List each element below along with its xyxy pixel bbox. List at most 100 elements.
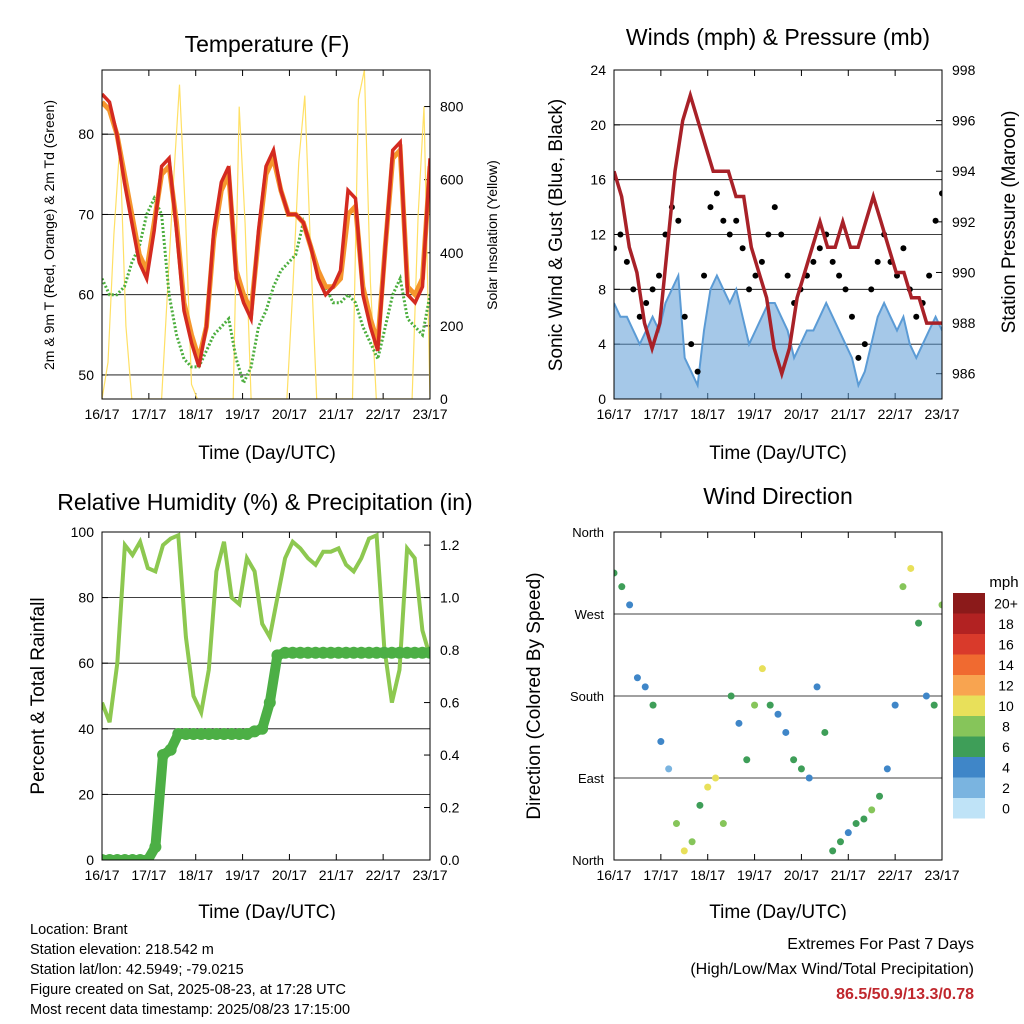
winddir-xtick-label: 21/17 bbox=[831, 867, 866, 883]
gust-point bbox=[932, 217, 939, 224]
temp-xtick-label: 20/17 bbox=[272, 406, 307, 422]
rh-ytick-label: 100 bbox=[71, 524, 95, 540]
winddir-ytick-label: East bbox=[578, 771, 604, 786]
winddir-xtick-label: 23/17 bbox=[924, 867, 959, 883]
rh-ylabel: Percent & Total Rainfall bbox=[28, 597, 49, 794]
rh-xtick-label: 18/17 bbox=[178, 867, 213, 883]
gust-point bbox=[636, 313, 643, 320]
gust-point bbox=[926, 272, 933, 279]
direction-point bbox=[712, 774, 720, 782]
rh-xtick-label: 19/17 bbox=[225, 867, 260, 883]
rh-ytick-label: 60 bbox=[78, 655, 94, 671]
precip-point bbox=[149, 840, 162, 853]
precip-point bbox=[263, 696, 276, 709]
wind-title: Winds (mph) & Pressure (mb) bbox=[626, 24, 930, 50]
extremes-subtitle: (High/Low/Max Wind/Total Precipitation) bbox=[690, 961, 974, 978]
temp-y2tick-label: 200 bbox=[440, 318, 464, 334]
gust-point bbox=[726, 231, 733, 238]
wind-xtick-label: 22/17 bbox=[878, 406, 913, 422]
rh-y2tick-label: 0.0 bbox=[440, 852, 460, 868]
gust-point bbox=[681, 313, 688, 320]
gust-point bbox=[784, 272, 791, 279]
extremes-values: 86.5/50.9/13.3/0.78 bbox=[836, 986, 974, 1003]
direction-point bbox=[836, 838, 844, 846]
gust-point bbox=[656, 272, 663, 279]
wind-y2tick-label: 992 bbox=[952, 214, 976, 230]
legend-title: mph bbox=[989, 574, 1018, 591]
wind-xtick-label: 18/17 bbox=[690, 406, 725, 422]
gust-point bbox=[713, 190, 720, 197]
gust-point bbox=[913, 313, 920, 320]
gust-point bbox=[939, 190, 942, 197]
direction-point bbox=[649, 701, 657, 709]
wind-xtick-label: 20/17 bbox=[784, 406, 819, 422]
winddir-xtick-label: 19/17 bbox=[737, 867, 772, 883]
direction-point bbox=[915, 619, 923, 627]
winddir-xtick-label: 18/17 bbox=[690, 867, 725, 883]
legend-label: 20+ bbox=[994, 595, 1018, 611]
direction-point bbox=[735, 719, 743, 727]
gust-point bbox=[900, 245, 907, 252]
clip-temp-clipped bbox=[102, 70, 430, 399]
direction-point bbox=[891, 701, 899, 709]
rh-panel: Relative Humidity (%) & Precipitation (i… bbox=[28, 489, 473, 920]
direction-point bbox=[876, 792, 884, 800]
temp-xtick-label: 22/17 bbox=[366, 406, 401, 422]
direction-point bbox=[860, 815, 868, 823]
gust-point bbox=[836, 272, 843, 279]
gust-point bbox=[739, 245, 746, 252]
temp-xtick-label: 16/17 bbox=[84, 406, 119, 422]
rh-y2tick-label: 0.2 bbox=[440, 800, 460, 816]
winddir-xtick-label: 22/17 bbox=[878, 867, 913, 883]
temp-2m-line bbox=[102, 92, 430, 368]
rh-line bbox=[102, 532, 430, 723]
direction-point bbox=[614, 569, 618, 577]
winddir-xtick-label: 16/17 bbox=[596, 867, 631, 883]
direction-point bbox=[868, 806, 876, 814]
rh-xtick-label: 17/17 bbox=[131, 867, 166, 883]
wind-panel: Winds (mph) & Pressure (mb) 0 4 8 12 16 20 24 9… bbox=[546, 24, 1020, 464]
latlon-text: Station lat/lon: 42.5949; -79.0215 bbox=[30, 962, 244, 978]
direction-point bbox=[672, 820, 680, 828]
direction-point bbox=[930, 701, 938, 709]
direction-point bbox=[899, 583, 907, 591]
direction-point bbox=[938, 601, 942, 609]
direction-point bbox=[633, 674, 641, 682]
temperature-panel: Temperature (F) 50607080020040060080016/… bbox=[41, 31, 500, 464]
wind-xtick-label: 19/17 bbox=[737, 406, 772, 422]
wind-frame bbox=[613, 69, 943, 400]
legend-swatch bbox=[953, 798, 985, 819]
gust-point bbox=[643, 300, 650, 307]
wind-plot: 0 4 8 12 16 20 24 986 988 990 992 994 996 998 16/17 17/… bbox=[590, 62, 975, 422]
direction-point bbox=[696, 801, 704, 809]
wind-xtick-label: 17/17 bbox=[643, 406, 678, 422]
legend-label: 10 bbox=[998, 698, 1014, 714]
precip-point bbox=[164, 743, 177, 756]
elevation-text: Station elevation: 218.542 m bbox=[30, 942, 214, 958]
legend-label: 12 bbox=[998, 677, 1014, 693]
legend-label: 18 bbox=[998, 616, 1014, 632]
temp-xtick-label: 18/17 bbox=[178, 406, 213, 422]
wind-y2label: Station Pressure (Maroon) bbox=[999, 111, 1020, 334]
extremes-title: Extremes For Past 7 Days bbox=[787, 936, 974, 953]
wind-y2tick-label: 988 bbox=[952, 315, 976, 331]
recent-text: Most recent data timestamp: 2025/08/23 1… bbox=[30, 1002, 351, 1018]
rh-y2tick-label: 1.2 bbox=[440, 537, 460, 553]
wind-ylabel: Sonic Wind & Gust (Blue, Black) bbox=[546, 99, 567, 371]
wind-xtick-label: 23/17 bbox=[924, 406, 959, 422]
legend-swatch bbox=[953, 736, 985, 757]
winddir-xlabel: Time (Day/UTC) bbox=[709, 902, 847, 920]
charts-canvas: Temperature (F) 50607080020040060080016/… bbox=[28, 24, 1020, 920]
gust-point bbox=[617, 231, 624, 238]
legend-label: 14 bbox=[998, 657, 1014, 673]
temp-title: Temperature (F) bbox=[185, 31, 350, 57]
direction-point bbox=[790, 756, 798, 764]
temp-xtick-label: 23/17 bbox=[412, 406, 447, 422]
temp-y2tick-label: 800 bbox=[440, 99, 464, 115]
temp-ytick-label: 60 bbox=[78, 287, 94, 303]
rh-ytick-label: 20 bbox=[78, 786, 94, 802]
direction-point bbox=[774, 710, 782, 718]
wind-ytick-label: 20 bbox=[590, 117, 606, 133]
gust-point bbox=[778, 231, 785, 238]
